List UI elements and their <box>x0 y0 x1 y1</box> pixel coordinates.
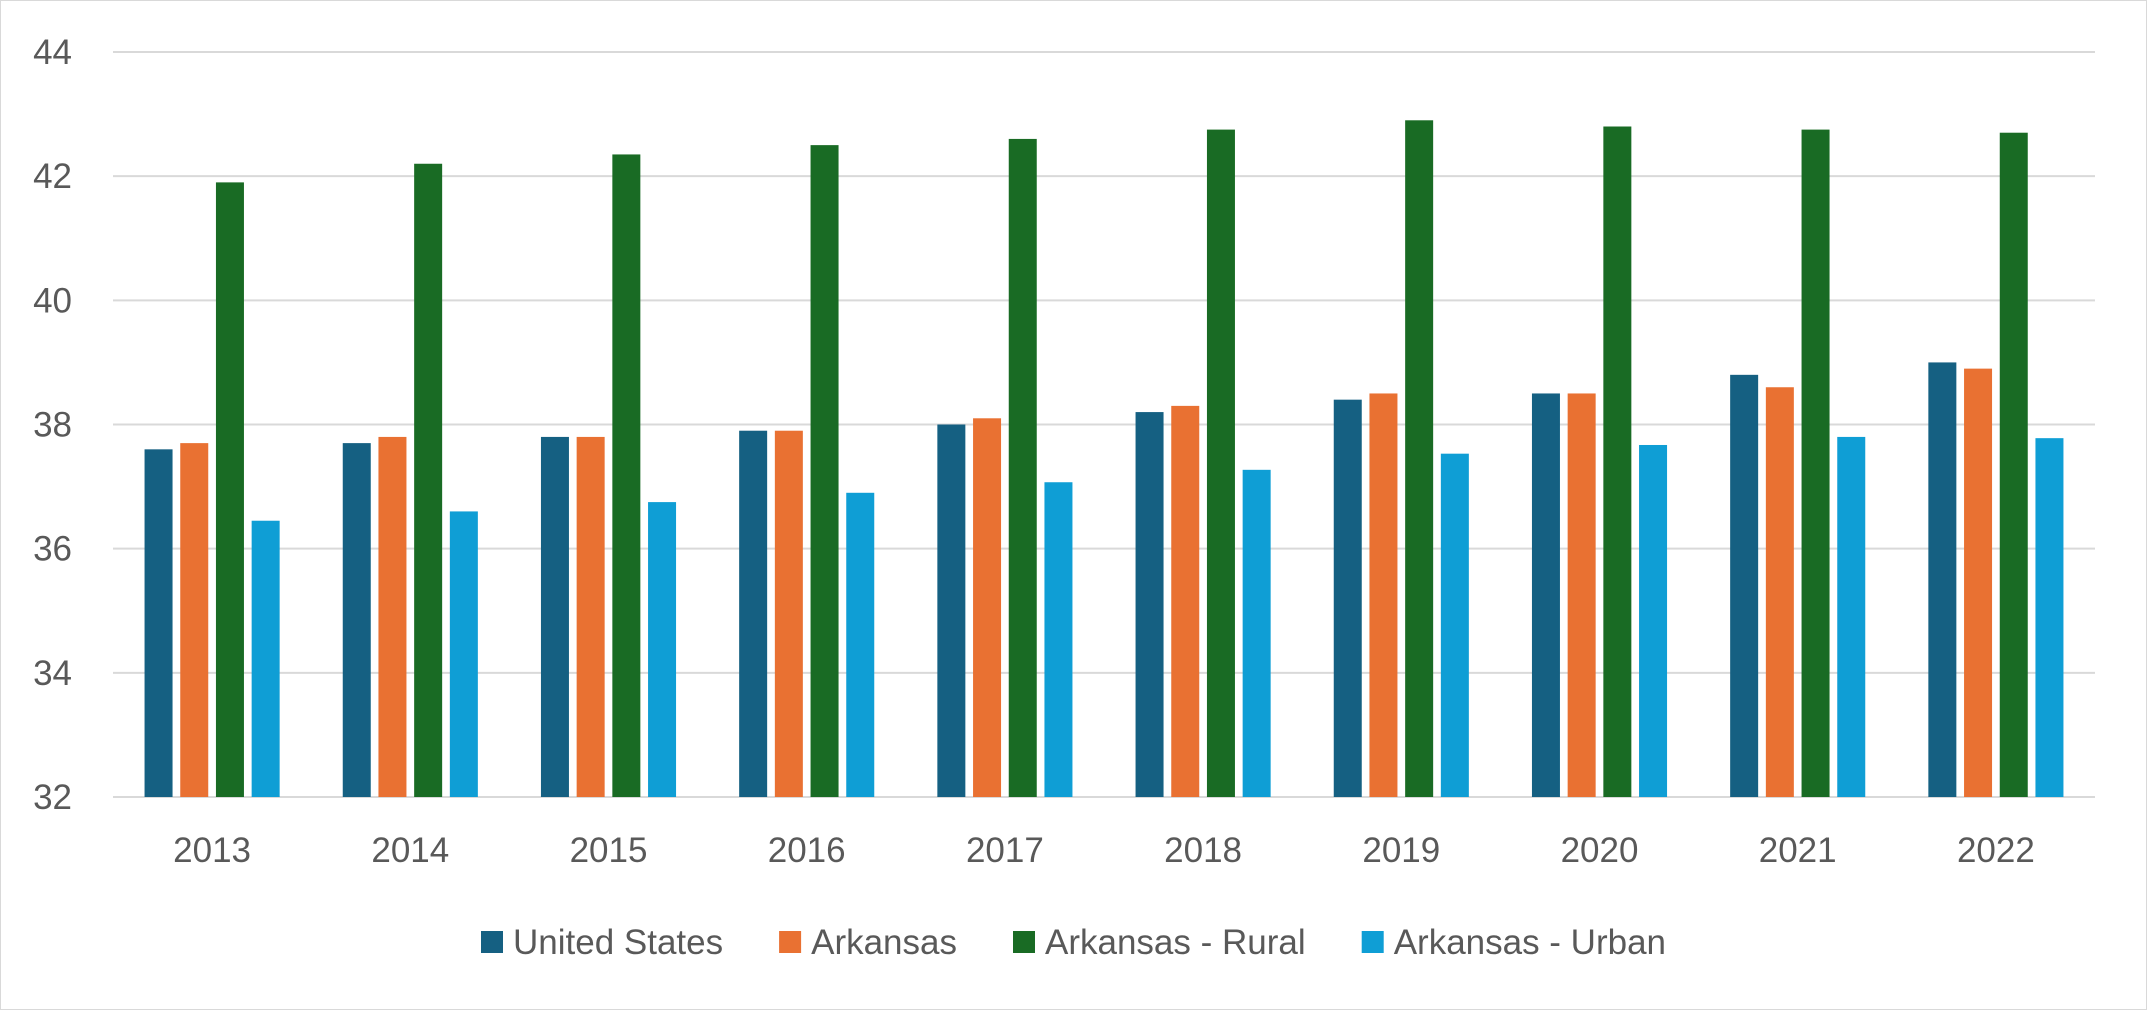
bar-united-states-2014 <box>342 443 371 797</box>
bar-arkansas-rural-2019 <box>1405 120 1434 798</box>
bar-arkansas-2020 <box>1567 393 1596 797</box>
bar-arkansas-2022 <box>1964 368 1993 797</box>
bar-arkansas-urban-2014 <box>449 511 478 797</box>
bar-arkansas-rural-2018 <box>1206 129 1235 798</box>
y-tick-label: 32 <box>33 778 72 817</box>
y-tick-label: 38 <box>33 406 72 445</box>
legend-label: United States <box>513 923 723 962</box>
bar-arkansas-urban-2020 <box>1639 444 1668 797</box>
x-tick-label: 2013 <box>173 831 251 870</box>
x-tick-label: 2021 <box>1759 831 1837 870</box>
bar-series <box>144 120 2064 798</box>
x-tick-label: 2019 <box>1362 831 1440 870</box>
x-tick-label: 2020 <box>1561 831 1639 870</box>
legend: United States Arkansas Arkansas - Rural Ark… <box>481 923 1666 962</box>
legend-label: Arkansas <box>811 923 957 962</box>
bar-united-states-2015 <box>540 436 569 797</box>
legend-swatch <box>481 931 503 953</box>
bar-arkansas-2013 <box>180 443 209 797</box>
bar-arkansas-urban-2019 <box>1440 453 1469 797</box>
x-tick-label: 2018 <box>1164 831 1242 870</box>
bar-united-states-2022 <box>1928 362 1957 797</box>
bar-arkansas-2014 <box>378 436 407 797</box>
y-tick-label: 40 <box>33 281 72 320</box>
bar-arkansas-urban-2021 <box>1837 436 1866 797</box>
x-tick-label: 2016 <box>768 831 846 870</box>
bar-arkansas-urban-2013 <box>251 520 280 797</box>
bar-arkansas-2015 <box>576 436 605 797</box>
gridlines <box>113 51 2095 798</box>
legend-swatch <box>779 931 802 953</box>
y-tick-label: 34 <box>33 654 72 693</box>
bar-arkansas-rural-2017 <box>1008 138 1037 798</box>
bar-arkansas-2017 <box>973 418 1002 797</box>
bar-united-states-2017 <box>937 424 966 797</box>
bar-united-states-2020 <box>1531 393 1560 797</box>
legend-swatch <box>1361 931 1384 953</box>
legend-swatch <box>1013 931 1035 953</box>
x-axis-tick-labels: 2013 2014 2015 2016 2017 2018 2019 2020 2021 2022 <box>173 831 2035 870</box>
bar-arkansas-urban-2022 <box>2035 438 2064 797</box>
bar-arkansas-rural-2014 <box>414 163 443 797</box>
bar-arkansas-rural-2013 <box>215 182 244 797</box>
y-tick-label: 44 <box>33 33 72 72</box>
bar-united-states-2021 <box>1730 374 1759 797</box>
x-tick-label: 2015 <box>570 831 648 870</box>
bar-united-states-2016 <box>739 430 768 797</box>
bar-united-states-2018 <box>1135 412 1164 797</box>
bar-arkansas-rural-2015 <box>612 154 641 797</box>
bar-arkansas-urban-2016 <box>846 492 875 797</box>
bar-arkansas-rural-2020 <box>1603 126 1632 797</box>
x-tick-label: 2014 <box>371 831 449 870</box>
bar-arkansas-urban-2018 <box>1242 469 1271 797</box>
y-axis-tick-labels: 32 34 36 38 40 42 44 <box>33 33 72 817</box>
legend-item-arkansas-urban: Arkansas - Urban <box>1361 923 1666 962</box>
legend-item-arkansas: Arkansas <box>779 923 957 962</box>
bar-arkansas-2021 <box>1765 387 1794 797</box>
legend-label: Arkansas - Rural <box>1045 923 1306 962</box>
bar-arkansas-urban-2017 <box>1044 482 1073 797</box>
bar-arkansas-2016 <box>774 430 803 797</box>
y-tick-label: 42 <box>33 157 72 196</box>
x-tick-label: 2022 <box>1957 831 2035 870</box>
legend-label: Arkansas - Urban <box>1394 923 1666 962</box>
legend-item-arkansas-rural: Arkansas - Rural <box>1013 923 1306 962</box>
bar-united-states-2019 <box>1333 399 1362 797</box>
bar-arkansas-urban-2015 <box>648 502 677 797</box>
legend-item-united-states: United States <box>481 923 723 962</box>
x-tick-label: 2017 <box>966 831 1044 870</box>
bar-arkansas-2018 <box>1171 405 1200 797</box>
bar-arkansas-rural-2021 <box>1801 129 1830 798</box>
bar-arkansas-rural-2016 <box>810 145 839 798</box>
bar-united-states-2013 <box>144 449 173 797</box>
y-tick-label: 36 <box>33 530 72 569</box>
bar-arkansas-rural-2022 <box>1999 132 2028 797</box>
bar-arkansas-2019 <box>1369 393 1398 797</box>
